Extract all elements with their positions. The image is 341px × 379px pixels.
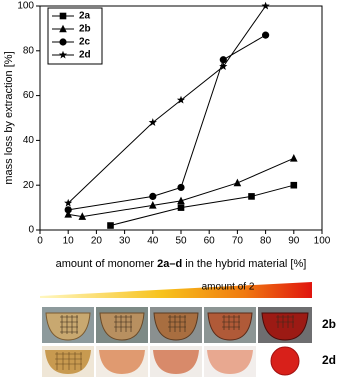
sample bbox=[45, 350, 91, 374]
x-label-part: 2a–d bbox=[157, 258, 182, 270]
marker bbox=[177, 183, 185, 192]
series-line bbox=[68, 157, 295, 218]
marker bbox=[58, 50, 68, 59]
series-line bbox=[110, 184, 294, 227]
y-tick-label: 80 bbox=[23, 45, 35, 56]
x-tick-label: 70 bbox=[232, 236, 244, 247]
marker bbox=[177, 196, 185, 205]
sample bbox=[207, 312, 253, 341]
marker bbox=[59, 38, 67, 46]
row-label: 2b bbox=[322, 317, 336, 331]
x-axis-label: amount of monomer 2a–d in the hybrid mat… bbox=[56, 258, 307, 270]
gradient-wedge bbox=[40, 282, 312, 298]
y-axis-label: mass loss by extraction [%] bbox=[3, 51, 15, 184]
x-tick-label: 80 bbox=[260, 236, 272, 247]
photo-row-2b bbox=[42, 307, 312, 343]
marker bbox=[64, 206, 72, 214]
x-tick-label: 40 bbox=[147, 236, 159, 247]
marker bbox=[107, 222, 114, 229]
marker bbox=[290, 154, 298, 162]
sample bbox=[153, 312, 199, 341]
sample bbox=[45, 312, 91, 341]
y-tick-label: 60 bbox=[23, 90, 35, 101]
marker bbox=[148, 118, 157, 126]
sample bbox=[99, 350, 145, 374]
row-label: 2d bbox=[322, 353, 336, 367]
legend-label: 2b bbox=[79, 24, 91, 35]
marker bbox=[59, 12, 67, 20]
sample bbox=[99, 312, 145, 341]
sample bbox=[153, 350, 199, 374]
x-label-part: in the hybrid material [%] bbox=[182, 258, 306, 270]
legend-label: 2d bbox=[79, 50, 91, 61]
x-tick-label: 50 bbox=[175, 236, 187, 247]
x-tick-label: 100 bbox=[314, 236, 331, 247]
legend-label: 2a bbox=[79, 11, 91, 22]
y-tick-label: 0 bbox=[28, 225, 34, 236]
marker bbox=[290, 181, 298, 189]
x-label-part: amount of monomer bbox=[56, 258, 158, 270]
x-tick-label: 60 bbox=[204, 236, 216, 247]
x-tick-label: 0 bbox=[37, 236, 43, 247]
sample bbox=[261, 312, 309, 341]
x-tick-label: 90 bbox=[288, 236, 300, 247]
marker bbox=[64, 198, 73, 207]
x-tick-label: 20 bbox=[91, 236, 103, 247]
x-tick-label: 30 bbox=[119, 236, 131, 247]
marker bbox=[248, 193, 255, 200]
marker bbox=[78, 212, 87, 220]
sample bbox=[270, 346, 300, 376]
sample bbox=[207, 350, 253, 374]
marker bbox=[177, 204, 185, 211]
marker bbox=[219, 56, 227, 64]
marker bbox=[219, 62, 228, 70]
legend: 2a 2b 2c 2d bbox=[47, 7, 103, 65]
marker bbox=[59, 24, 67, 33]
marker bbox=[262, 31, 270, 39]
marker bbox=[261, 1, 270, 10]
marker bbox=[149, 192, 157, 200]
y-tick-label: 40 bbox=[23, 135, 35, 146]
legend-label: 2c bbox=[79, 37, 91, 48]
marker bbox=[233, 178, 242, 187]
x-tick-label: 10 bbox=[63, 236, 75, 247]
gradient-label: amount of 2 bbox=[202, 282, 255, 293]
marker bbox=[176, 95, 186, 104]
marker bbox=[64, 210, 72, 218]
photo-row-2d bbox=[42, 346, 312, 377]
y-tick-label: 100 bbox=[17, 1, 34, 12]
marker bbox=[149, 201, 157, 209]
y-tick-label: 20 bbox=[23, 180, 35, 191]
